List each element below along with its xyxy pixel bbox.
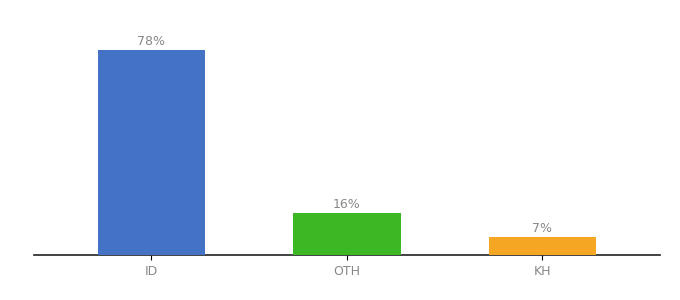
Bar	[293, 213, 401, 255]
Bar	[97, 50, 205, 255]
Text: 16%: 16%	[333, 198, 360, 211]
Text: 78%: 78%	[137, 35, 165, 48]
Bar	[488, 237, 596, 255]
Text: 7%: 7%	[532, 221, 552, 235]
